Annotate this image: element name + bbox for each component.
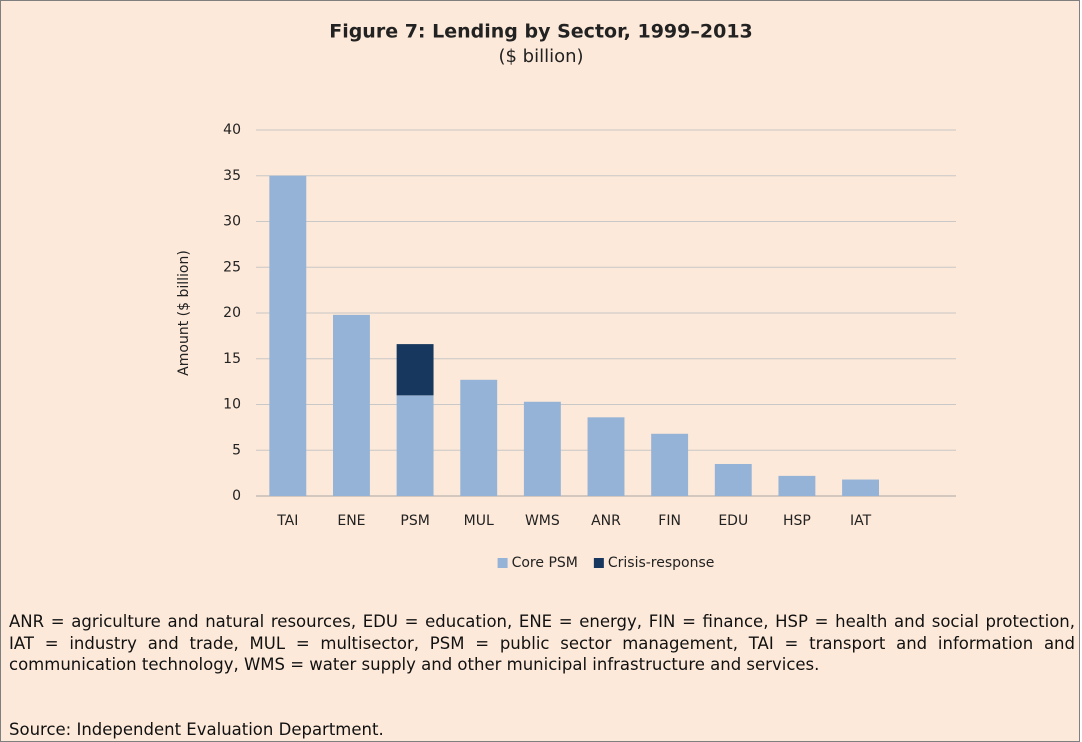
bar (651, 433, 689, 496)
x-tick-label: TAI (276, 513, 298, 529)
chart-title: Figure 7: Lending by Sector, 1999–2013 (329, 21, 753, 43)
chart: Figure 7: Lending by Sector, 1999–2013 (… (176, 21, 956, 571)
y-tick-label: 30 (223, 214, 241, 230)
bar (842, 479, 879, 496)
x-tick-label: EDU (718, 513, 748, 529)
bar (778, 475, 816, 496)
footnote: ANR = agriculture and natural resources,… (9, 612, 1075, 674)
legend-swatch (593, 558, 604, 568)
x-tick-label: PSM (400, 513, 429, 529)
y-tick-label: 10 (223, 397, 241, 413)
x-tick-label: WMS (525, 513, 560, 529)
bar (333, 314, 370, 496)
y-tick-label: 0 (232, 488, 241, 504)
chart-subtitle: ($ billion) (498, 46, 583, 67)
y-tick-label: 5 (232, 442, 241, 458)
legend-swatch (497, 558, 508, 568)
bar (714, 463, 752, 496)
bar (269, 175, 307, 496)
x-tick-label: MUL (464, 513, 494, 529)
bar (523, 401, 561, 496)
y-tick-label: 15 (223, 351, 241, 367)
x-tick-label: ENE (337, 513, 365, 529)
bar (587, 417, 625, 496)
x-tick-label: HSP (783, 513, 811, 529)
bar (396, 395, 434, 496)
legend-label: Core PSM (512, 555, 578, 571)
y-tick-label: 35 (223, 168, 241, 184)
bar (396, 344, 434, 396)
legend-label: Crisis-response (608, 555, 715, 571)
x-tick-label: ANR (591, 513, 621, 529)
bar (460, 379, 498, 496)
x-tick-label: FIN (658, 513, 681, 529)
y-axis-label: Amount ($ billion) (176, 250, 192, 376)
source: Source: Independent Evaluation Departmen… (9, 720, 384, 739)
y-tick-label: 25 (223, 259, 241, 275)
x-tick-label: IAT (850, 513, 872, 529)
y-tick-label: 40 (223, 122, 241, 138)
y-tick-label: 20 (223, 305, 241, 321)
